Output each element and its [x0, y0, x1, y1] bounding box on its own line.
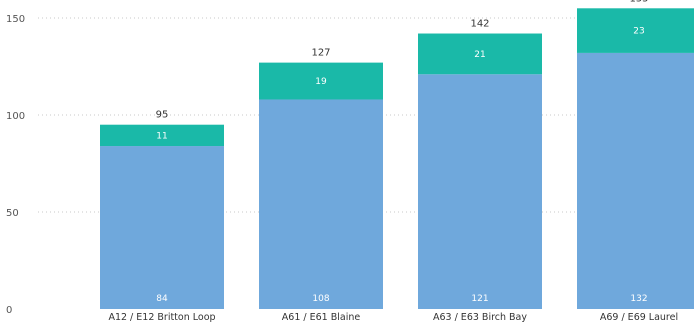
- segment-value-label: 23: [633, 27, 644, 37]
- y-tick-label: 50: [6, 208, 19, 219]
- segment-value-label: 108: [312, 294, 329, 304]
- bars: [100, 8, 694, 310]
- category-label: A12 / E12 Britton Loop: [108, 312, 215, 322]
- bar-segment: [418, 74, 542, 309]
- category-label: A63 / E63 Birch Bay: [433, 312, 527, 322]
- bar-segment: [100, 146, 224, 309]
- segment-value-label: 132: [630, 294, 647, 304]
- y-tick-label: 100: [6, 111, 25, 122]
- y-tick-label: 150: [6, 14, 25, 25]
- bar-segment: [259, 99, 383, 309]
- bar-total-label: 155: [629, 0, 648, 4]
- bar-segment: [100, 124, 224, 147]
- bar-total-label: 95: [156, 110, 169, 121]
- bar-segment: [418, 33, 542, 75]
- segment-value-label: 19: [315, 77, 327, 87]
- y-tick-label: 0: [6, 305, 12, 316]
- segment-value-label: 11: [156, 131, 167, 141]
- bar-total-label: 127: [311, 48, 330, 59]
- x-axis-categories: A12 / E12 Britton Loop A61 / E61 Blaine A6…: [108, 312, 678, 322]
- segment-value-label: 84: [156, 294, 168, 304]
- bar-segment: [577, 52, 694, 310]
- category-label: A69 / E69 Laurel: [600, 312, 678, 322]
- y-axis-ticks: 0 50 100 150: [6, 14, 25, 316]
- bar-total-label: 142: [470, 19, 489, 30]
- segment-value-label: 21: [474, 50, 485, 60]
- category-label: A61 / E61 Blaine: [282, 312, 361, 322]
- bar-segment: [259, 62, 383, 100]
- bar-segment: [577, 8, 694, 53]
- bar-labels: 84 11 95 108 19 127 121 21 142 132 23 155: [156, 0, 649, 304]
- segment-value-label: 121: [471, 294, 488, 304]
